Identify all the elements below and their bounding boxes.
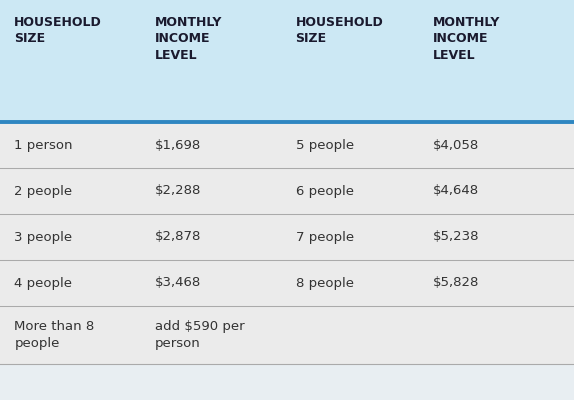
Text: 1 person: 1 person [14, 138, 73, 152]
Bar [0, 306, 574, 364]
Text: $5,238: $5,238 [433, 230, 480, 244]
Text: $4,058: $4,058 [433, 138, 480, 152]
Text: 3 people: 3 people [14, 230, 72, 244]
Text: $5,828: $5,828 [433, 276, 480, 290]
Text: $1,698: $1,698 [155, 138, 201, 152]
Bar [0, 214, 574, 260]
Text: $4,648: $4,648 [433, 184, 479, 198]
Text: MONTHLY
INCOME
LEVEL: MONTHLY INCOME LEVEL [155, 16, 222, 62]
Text: HOUSEHOLD
SIZE: HOUSEHOLD SIZE [296, 16, 383, 46]
Text: MONTHLY
INCOME
LEVEL: MONTHLY INCOME LEVEL [433, 16, 501, 62]
Text: 8 people: 8 people [296, 276, 354, 290]
Text: 4 people: 4 people [14, 276, 72, 290]
Text: 7 people: 7 people [296, 230, 354, 244]
Text: $2,878: $2,878 [155, 230, 201, 244]
Bar [0, 168, 574, 214]
Bar [0, 260, 574, 306]
Bar [0, 0, 574, 122]
Text: More than 8
people: More than 8 people [14, 320, 95, 350]
Text: $2,288: $2,288 [155, 184, 201, 198]
Text: 6 people: 6 people [296, 184, 354, 198]
Text: $3,468: $3,468 [155, 276, 201, 290]
Text: 5 people: 5 people [296, 138, 354, 152]
Bar [0, 122, 574, 168]
Text: HOUSEHOLD
SIZE: HOUSEHOLD SIZE [14, 16, 102, 46]
Text: 2 people: 2 people [14, 184, 72, 198]
Text: add $590 per
person: add $590 per person [155, 320, 245, 350]
